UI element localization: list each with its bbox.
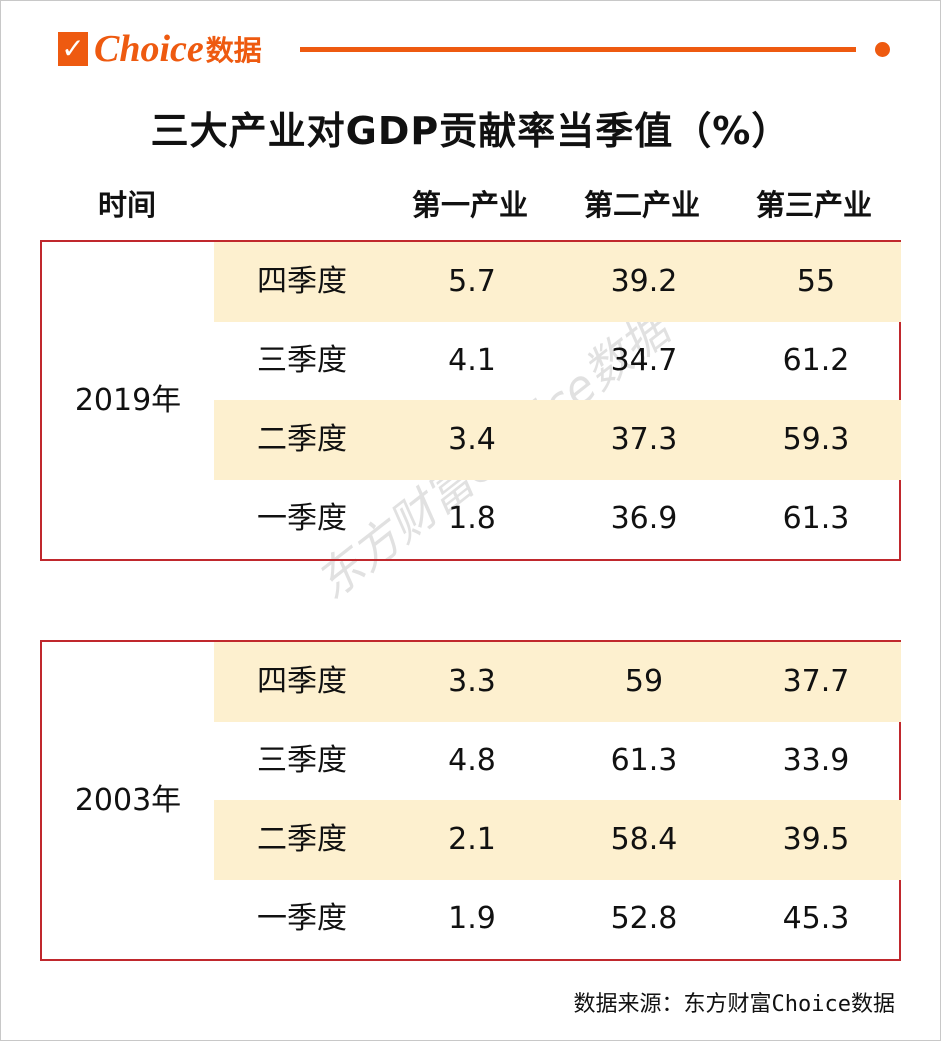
value-cell: 34.7 — [610, 343, 678, 378]
table-row: 四季度 5.7 39.2 55 — [214, 242, 901, 322]
data-source: 数据来源：东方财富Choice数据 — [573, 992, 895, 1017]
value-cell: 3.4 — [448, 422, 496, 457]
table-row: 一季度 1.8 36.9 61.3 — [214, 479, 901, 559]
value-cell: 33.9 — [782, 743, 850, 778]
value-cell: 61.3 — [610, 743, 678, 778]
table-row: 四季度 3.3 59 37.7 — [214, 642, 901, 722]
quarter-label: 三季度 — [257, 743, 347, 778]
value-cell: 59 — [624, 664, 664, 699]
value-cell: 61.3 — [782, 501, 850, 536]
value-cell: 2.1 — [448, 822, 496, 857]
quarter-label: 三季度 — [257, 343, 347, 378]
header-primary: 第一产业 — [411, 188, 528, 222]
value-cell: 1.8 — [448, 501, 496, 536]
value-cell: 61.2 — [782, 343, 850, 378]
value-cell: 55 — [796, 264, 836, 299]
value-cell: 59.3 — [782, 422, 850, 457]
checkmark-icon: ✓ — [58, 32, 88, 66]
quarter-label: 一季度 — [257, 901, 347, 936]
page-title: 三大产业对GDP贡献率当季值（%） — [150, 109, 791, 153]
table-row: 一季度 1.9 52.8 45.3 — [214, 879, 901, 959]
table-group-1: 2003年 四季度 3.3 59 37.7 三季度 4.8 61.3 33.9 二季度 2.1… — [40, 640, 901, 961]
quarter-label: 四季度 — [257, 664, 347, 699]
header-dot — [875, 42, 890, 57]
quarter-label: 四季度 — [257, 264, 347, 299]
value-cell: 36.9 — [610, 501, 678, 536]
table-group-0: 2019年 四季度 5.7 39.2 55 三季度 4.1 34.7 61.2 二季度 3.4… — [40, 240, 901, 561]
quarter-label: 二季度 — [257, 822, 347, 857]
quarter-label: 二季度 — [257, 422, 347, 457]
value-cell: 3.3 — [448, 664, 496, 699]
table-row: 二季度 2.1 58.4 39.5 — [214, 800, 901, 880]
year-label: 2019年 — [74, 383, 182, 418]
value-cell: 39.5 — [782, 822, 850, 857]
header-time: 时间 — [97, 188, 156, 222]
value-cell: 5.7 — [448, 264, 496, 299]
choice-logo: ✓ Choice 数据 — [58, 30, 262, 68]
quarter-label: 一季度 — [257, 501, 347, 536]
value-cell: 1.9 — [448, 901, 496, 936]
value-cell: 37.7 — [782, 664, 850, 699]
value-cell: 52.8 — [610, 901, 678, 936]
year-label: 2003年 — [74, 783, 182, 818]
table-row: 二季度 3.4 37.3 59.3 — [214, 400, 901, 480]
value-cell: 4.8 — [448, 743, 496, 778]
header-tertiary: 第三产业 — [755, 188, 872, 222]
value-cell: 39.2 — [610, 264, 678, 299]
value-cell: 37.3 — [610, 422, 678, 457]
logo-cn-text: 数据 — [205, 34, 262, 67]
value-cell: 4.1 — [448, 343, 496, 378]
table-row: 三季度 4.8 61.3 33.9 — [214, 721, 901, 801]
value-cell: 58.4 — [610, 822, 678, 857]
header-secondary: 第二产业 — [583, 188, 700, 222]
table-row: 三季度 4.1 34.7 61.2 — [214, 321, 901, 401]
logo-text: Choice — [94, 28, 204, 70]
value-cell: 45.3 — [782, 901, 850, 936]
header-rule — [300, 47, 856, 52]
